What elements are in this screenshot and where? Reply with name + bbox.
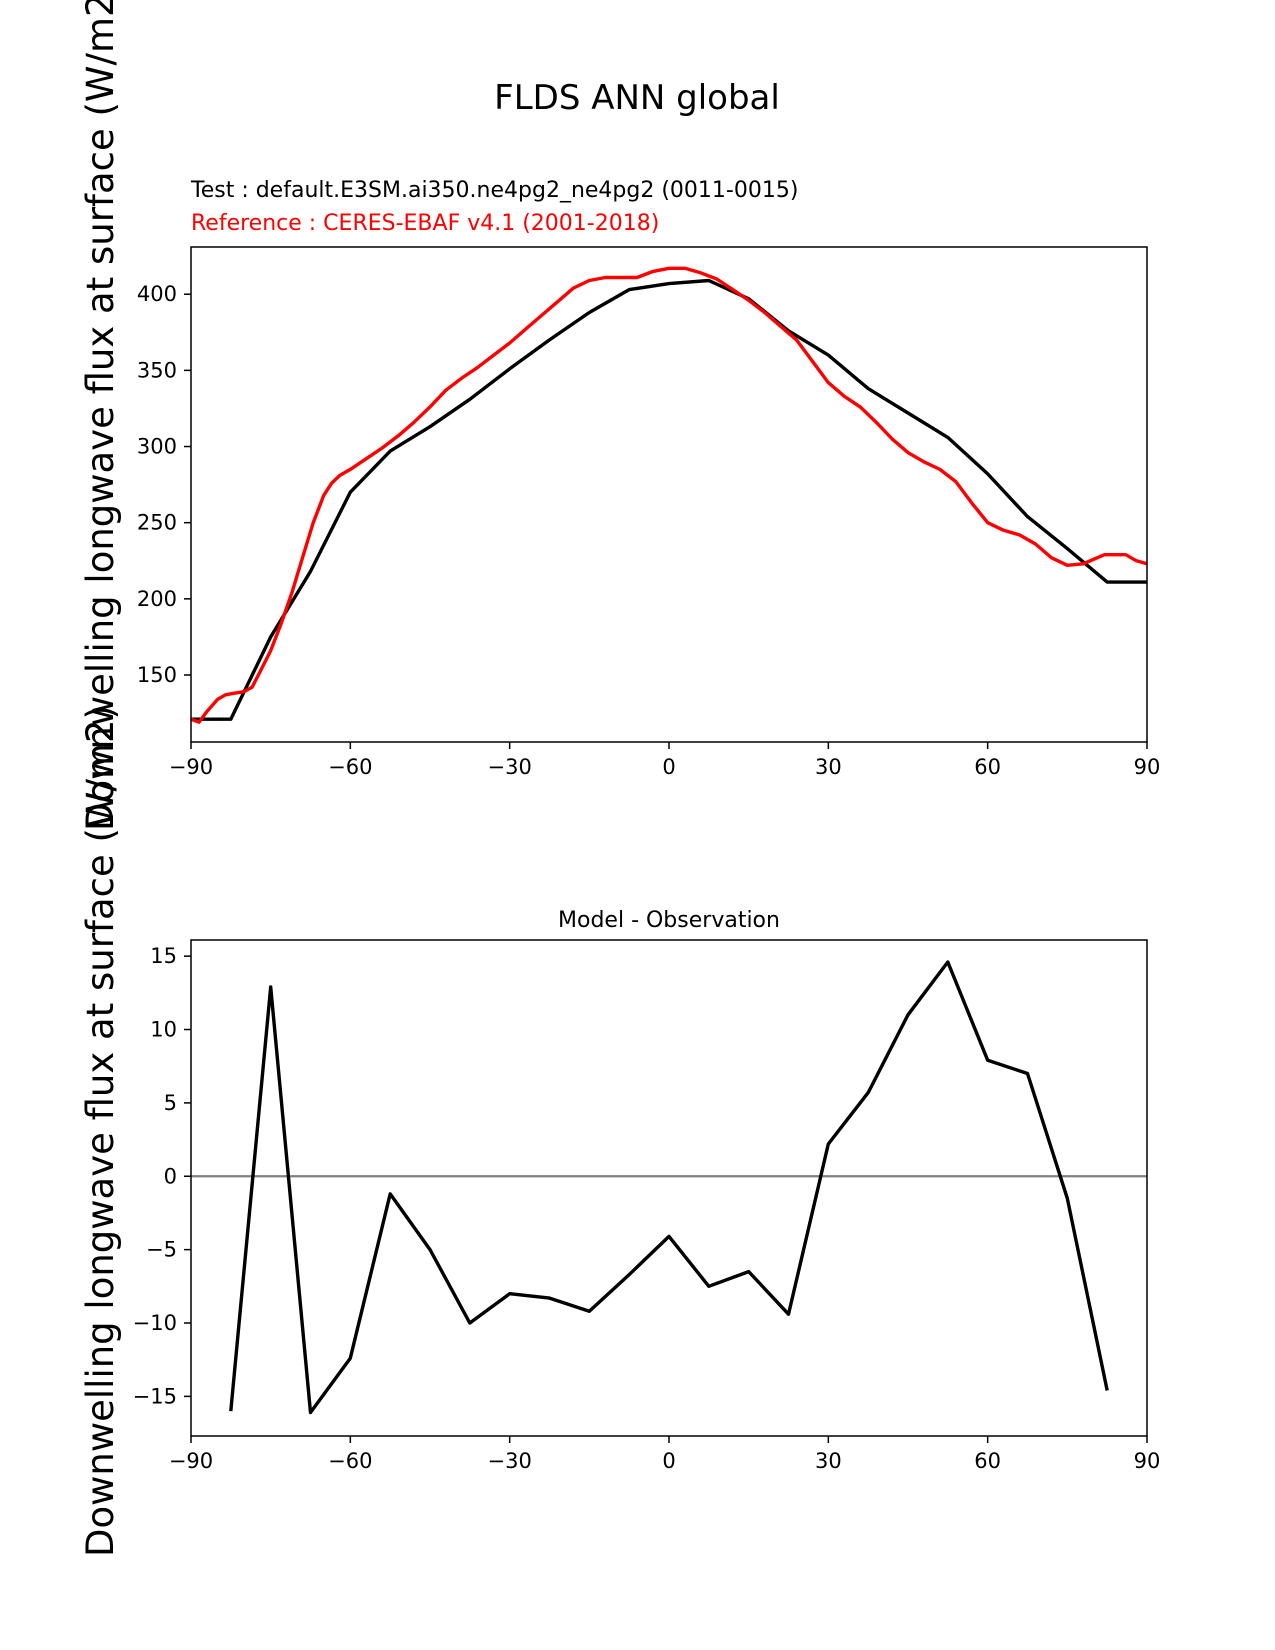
test-label: Test : default.E3SM.ai350.ne4pg2_ne4pg2 … [190, 178, 798, 203]
top-y-tick-label: 250 [137, 511, 177, 535]
bottom-y-tick-label: −15 [133, 1384, 177, 1408]
top-x-tick-label: 90 [1134, 755, 1161, 779]
y-axis-label-bottom: Downwelling longwave flux at surface (W/… [79, 705, 122, 1557]
top-series-line-1 [191, 278, 1147, 721]
top-x-tick-label: 30 [815, 755, 842, 779]
top-y-tick-label: 150 [137, 663, 177, 687]
bottom-y-tick-label: 15 [150, 944, 177, 968]
bottom-y-tick-label: −5 [146, 1238, 177, 1262]
top-x-tick-label: 0 [662, 755, 675, 779]
reference-label: Reference : CERES-EBAF v4.1 (2001-2018) [191, 211, 659, 236]
top-y-tick-label: 350 [137, 358, 177, 382]
bottom-axes-frame [190, 939, 1148, 1437]
figure-title: FLDS ANN global [494, 78, 780, 118]
bottom-y-tick-label: −10 [133, 1311, 177, 1335]
top-y-tick-label: 200 [137, 587, 177, 611]
bottom-x-tick-label: −90 [169, 1449, 213, 1473]
bottom-x-tick-label: −30 [488, 1449, 532, 1473]
bottom-panel: −90 −60 −30 0 30 60 90 −15 −10 −5 0 5 10 15 [133, 939, 1161, 1473]
top-x-tick-label: 60 [974, 755, 1001, 779]
top-axes-frame [190, 246, 1148, 743]
top-y-tick-label: 300 [137, 435, 177, 459]
y-axis-label-top: Downwelling longwave flux at surface (W/… [79, 0, 122, 831]
bottom-y-tick-label: 5 [164, 1091, 177, 1115]
top-panel-labels: Test : default.E3SM.ai350.ne4pg2_ne4pg2 … [190, 178, 798, 236]
bottom-panel-title: Model - Observation [558, 908, 780, 933]
bottom-x-tick-label: 90 [1134, 1449, 1161, 1473]
bottom-y-tick-label: 0 [164, 1164, 177, 1188]
bottom-series-line-1 [229, 960, 1109, 1415]
top-y-tick-label: 400 [137, 282, 177, 306]
top-x-tick-label: −30 [488, 755, 532, 779]
bottom-x-tick-label: 0 [662, 1449, 675, 1473]
top-panel: −90 −60 −30 0 30 60 90 150 200 250 300 350 400 [137, 246, 1161, 779]
top-x-tick-label: −60 [328, 755, 372, 779]
top-x-tick-label: −90 [169, 755, 213, 779]
bottom-x-tick-label: 60 [974, 1449, 1001, 1473]
top-series-line-2 [191, 266, 1147, 724]
bottom-x-tick-label: 30 [815, 1449, 842, 1473]
bottom-y-tick-label: 10 [150, 1018, 177, 1042]
bottom-x-tick-label: −60 [328, 1449, 372, 1473]
